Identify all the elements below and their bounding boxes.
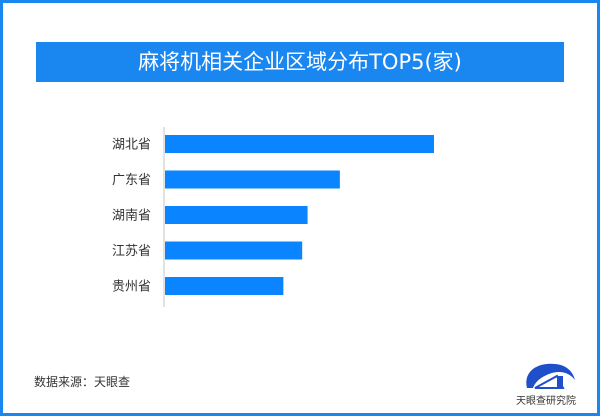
category-label: 贵州省 <box>112 280 151 295</box>
category-label: 湖南省 <box>112 208 151 224</box>
data-source: 数据来源：天眼查 <box>34 375 131 389</box>
category-label: 江苏省 <box>112 243 151 259</box>
category-label: 广东省 <box>112 173 151 188</box>
bar-3 <box>165 241 303 260</box>
logo-text: 天眼查研究院 <box>516 396 576 407</box>
bar-1 <box>165 170 340 189</box>
category-label: 湖北省 <box>112 138 151 153</box>
bar-4 <box>165 277 284 295</box>
tianyancha-logo: 天眼查研究院 <box>505 358 587 408</box>
bar-0 <box>165 135 434 153</box>
logo-icon <box>526 363 575 389</box>
bar-2 <box>165 206 308 224</box>
chart-title: 麻将机相关企业区域分布TOP5(家) <box>36 42 564 82</box>
